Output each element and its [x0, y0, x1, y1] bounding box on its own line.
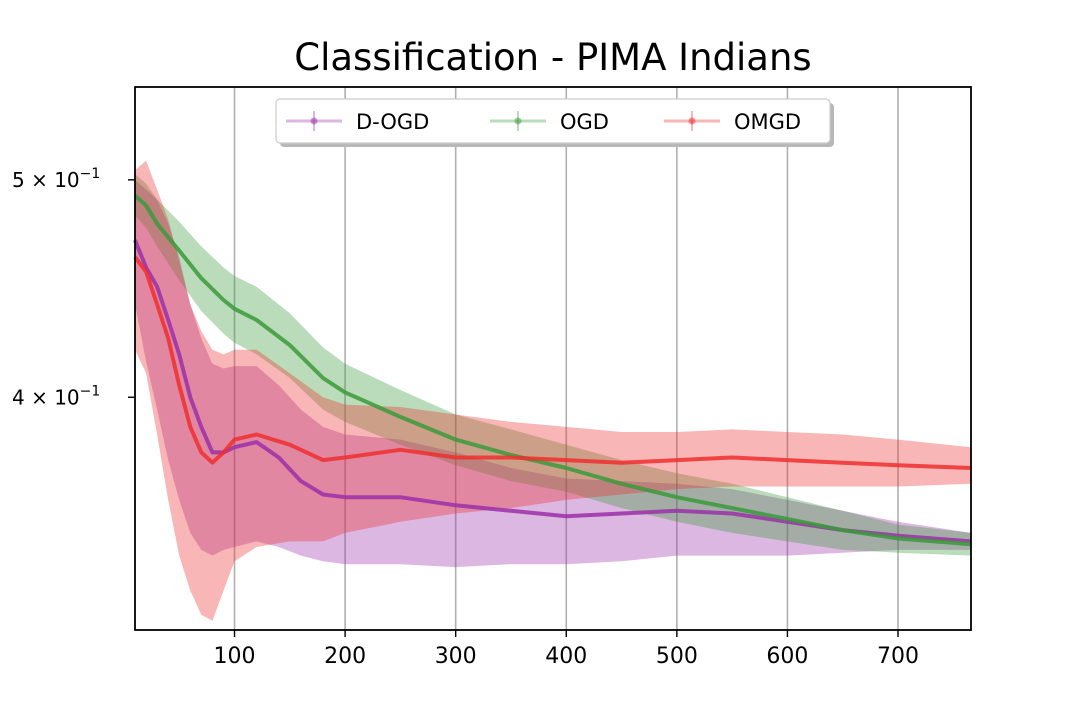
band-ogd [135, 174, 971, 556]
legend-label-d-ogd: D-OGD [356, 110, 429, 134]
legend-marker-d-ogd [310, 117, 318, 125]
line-omgd [133, 255, 972, 470]
legend-label-ogd: OGD [560, 110, 609, 134]
line-ogd [133, 194, 972, 547]
legend-marker-omgd [688, 117, 696, 125]
band-omgd [135, 160, 971, 621]
x-tick-label: 700 [877, 644, 919, 669]
legend-label-omgd: OMGD [734, 110, 801, 134]
legend-marker-ogd [514, 117, 522, 125]
chart-title: Classification - PIMA Indians [294, 36, 811, 79]
error-bands [135, 160, 971, 621]
band-d-ogd [135, 179, 971, 568]
grid-lines [233, 87, 899, 630]
x-tick-label: 400 [545, 644, 587, 669]
line-d-ogd [133, 239, 972, 544]
x-axis: 100 200 300 400 500 600 700 [214, 630, 919, 669]
x-tick-label: 600 [766, 644, 808, 669]
y-axis: 5 × 10−1 4 × 10−1 [12, 166, 135, 409]
y-tick-label: 4 × 10−1 [12, 383, 100, 409]
x-tick-label: 300 [435, 644, 477, 669]
plot-frame [134, 86, 972, 631]
x-tick-label: 500 [656, 644, 698, 669]
y-tick-label: 5 × 10−1 [12, 166, 100, 192]
x-tick-label: 200 [324, 644, 366, 669]
x-tick-label: 100 [214, 644, 256, 669]
legend: D-OGD OGD OMGD [275, 98, 834, 147]
series-lines [133, 194, 972, 547]
legend-box [275, 98, 831, 144]
